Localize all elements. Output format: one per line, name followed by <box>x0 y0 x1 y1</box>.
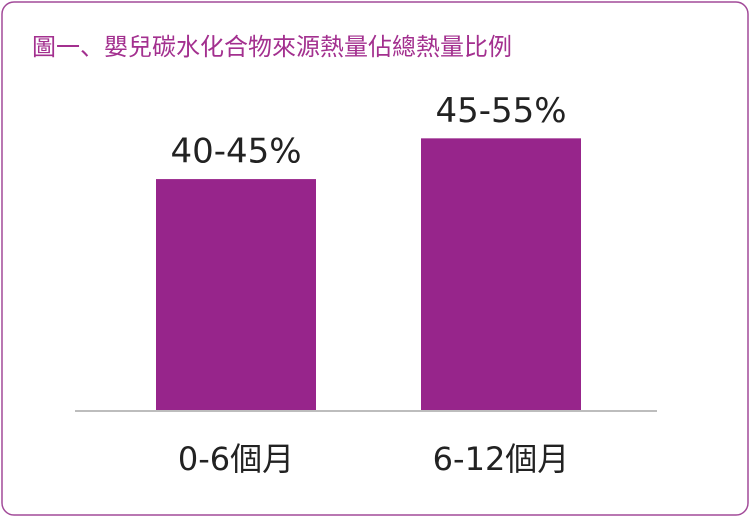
bar <box>156 179 316 410</box>
x-tick-label: 0-6個月 <box>178 440 294 478</box>
chart-title: 圖一、嬰兒碳水化合物來源熱量佔總熱量比例 <box>32 33 512 61</box>
value-label: 40-45% <box>170 132 301 172</box>
value-label: 45-55% <box>435 91 566 131</box>
x-tick-label: 6-12個月 <box>433 440 570 478</box>
bar <box>421 138 581 411</box>
